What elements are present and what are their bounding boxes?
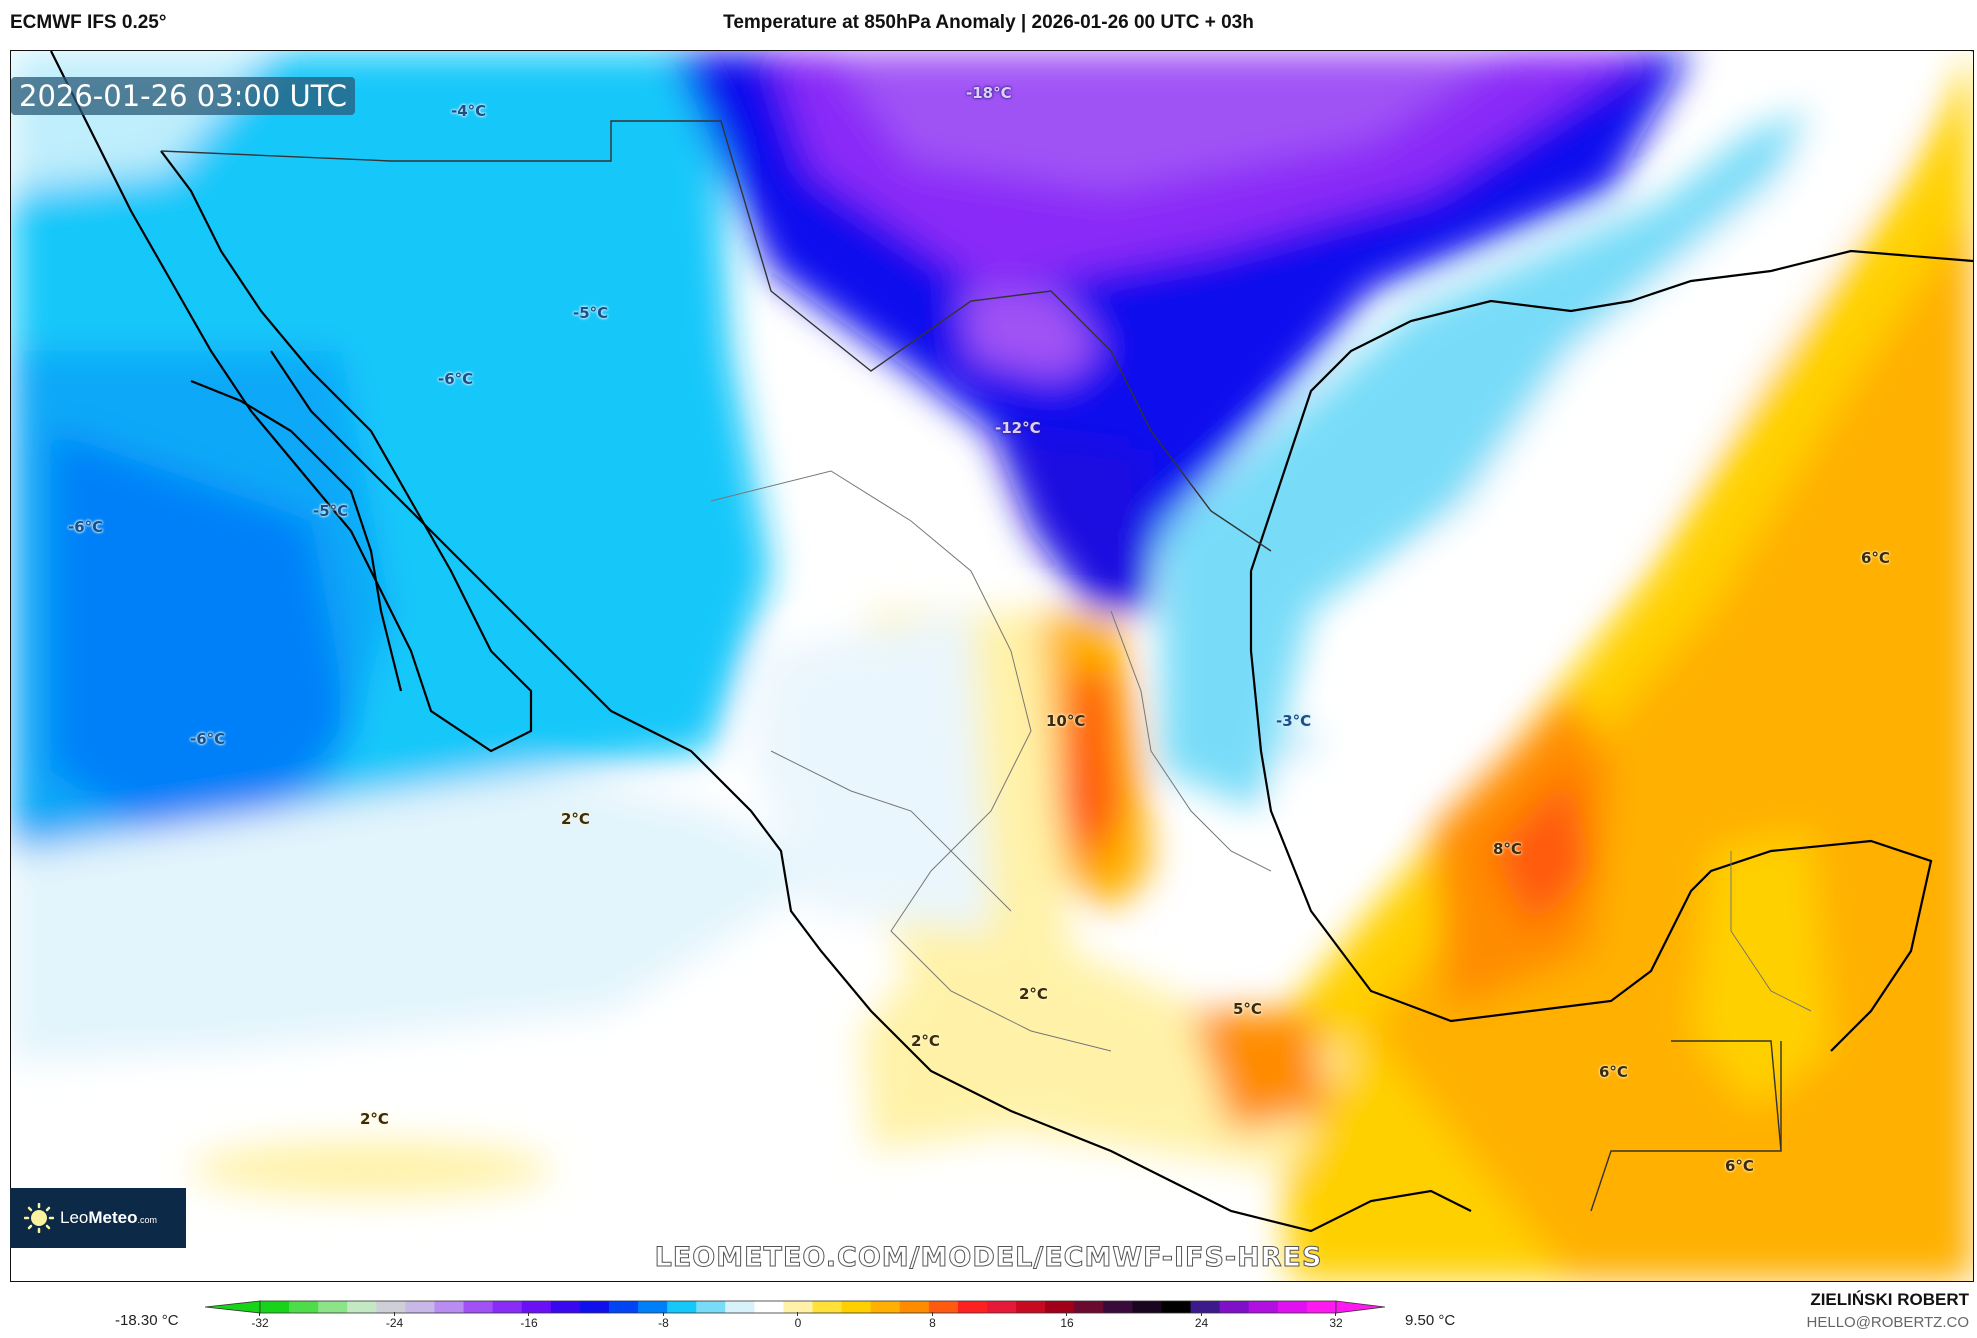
colorbar-tick: -16 (509, 1312, 549, 1330)
colorbar-ticks: -32 -24 -16 -8 0 8 16 24 32 (251, 1312, 1343, 1336)
isotherm-label: 6°C (1599, 1063, 1628, 1081)
isotherm-label: -12°C (995, 419, 1041, 437)
colorbar-tick: 32 (1316, 1312, 1356, 1330)
sun-icon (24, 1203, 54, 1233)
isotherm-label: -6°C (438, 370, 474, 388)
chart-title: Temperature at 850hPa Anomaly | 2026-01-… (723, 12, 1254, 33)
colorbar-tick: 16 (1047, 1312, 1087, 1330)
logo-brand-bold: Meteo (88, 1208, 138, 1227)
isotherm-label: 8°C (1493, 840, 1522, 858)
logo-brand-suffix: .com (137, 1215, 158, 1225)
isotherm-label: 2°C (1019, 985, 1048, 1003)
logo-text: LeoMeteo.com (60, 1208, 157, 1228)
isotherm-label: -6°C (190, 730, 226, 748)
colorbar-tick: 24 (1182, 1312, 1222, 1330)
isotherm-label: 6°C (1725, 1157, 1754, 1175)
isotherm-label: 5°C (1233, 1000, 1262, 1018)
logo-brand-light: Leo (60, 1208, 89, 1227)
map-field (11, 51, 1973, 1281)
source-url-watermark: LEOMETEO.COM/MODEL/ECMWF-IFS-HRES (654, 1242, 1323, 1274)
colorbar-tick: -8 (644, 1312, 684, 1330)
colorbar-tick: 0 (778, 1312, 818, 1330)
colorbar-tick: 8 (913, 1312, 953, 1330)
isotherm-label: -5°C (573, 304, 609, 322)
leometeo-logo[interactable]: LeoMeteo.com (10, 1188, 186, 1248)
colorbar-tick: -32 (240, 1312, 280, 1330)
valid-time-badge: 2026-01-26 03:00 UTC (11, 77, 356, 115)
temperature-anomaly-map: 2026-01-26 03:00 UTC -4°C -18°C -5°C -6°C -1… (10, 50, 1974, 1282)
isotherm-label: 2°C (561, 810, 590, 828)
isotherm-label: -4°C (451, 102, 487, 120)
isotherm-label: 6°C (1861, 549, 1890, 567)
isotherm-label: -5°C (313, 502, 349, 520)
colorbar-tick: -24 (375, 1312, 415, 1330)
colorbar (205, 1300, 1385, 1314)
isotherm-label: -18°C (966, 84, 1012, 102)
author-name: ZIELIŃSKI ROBERT (1810, 1290, 1969, 1309)
isotherm-label: -6°C (68, 518, 104, 536)
colorbar-max-value: 9.50 °C (1405, 1312, 1456, 1329)
isotherm-label: -3°C (1276, 712, 1312, 730)
isotherm-label: 2°C (911, 1032, 940, 1050)
isotherm-label: 10°C (1046, 712, 1086, 730)
isotherm-label: 2°C (360, 1110, 389, 1128)
colorbar-min-value: -18.30 °C (115, 1312, 179, 1329)
model-name: ECMWF IFS 0.25° (10, 12, 167, 33)
author-email[interactable]: HELLO@ROBERTZ.CO (1806, 1314, 1969, 1331)
